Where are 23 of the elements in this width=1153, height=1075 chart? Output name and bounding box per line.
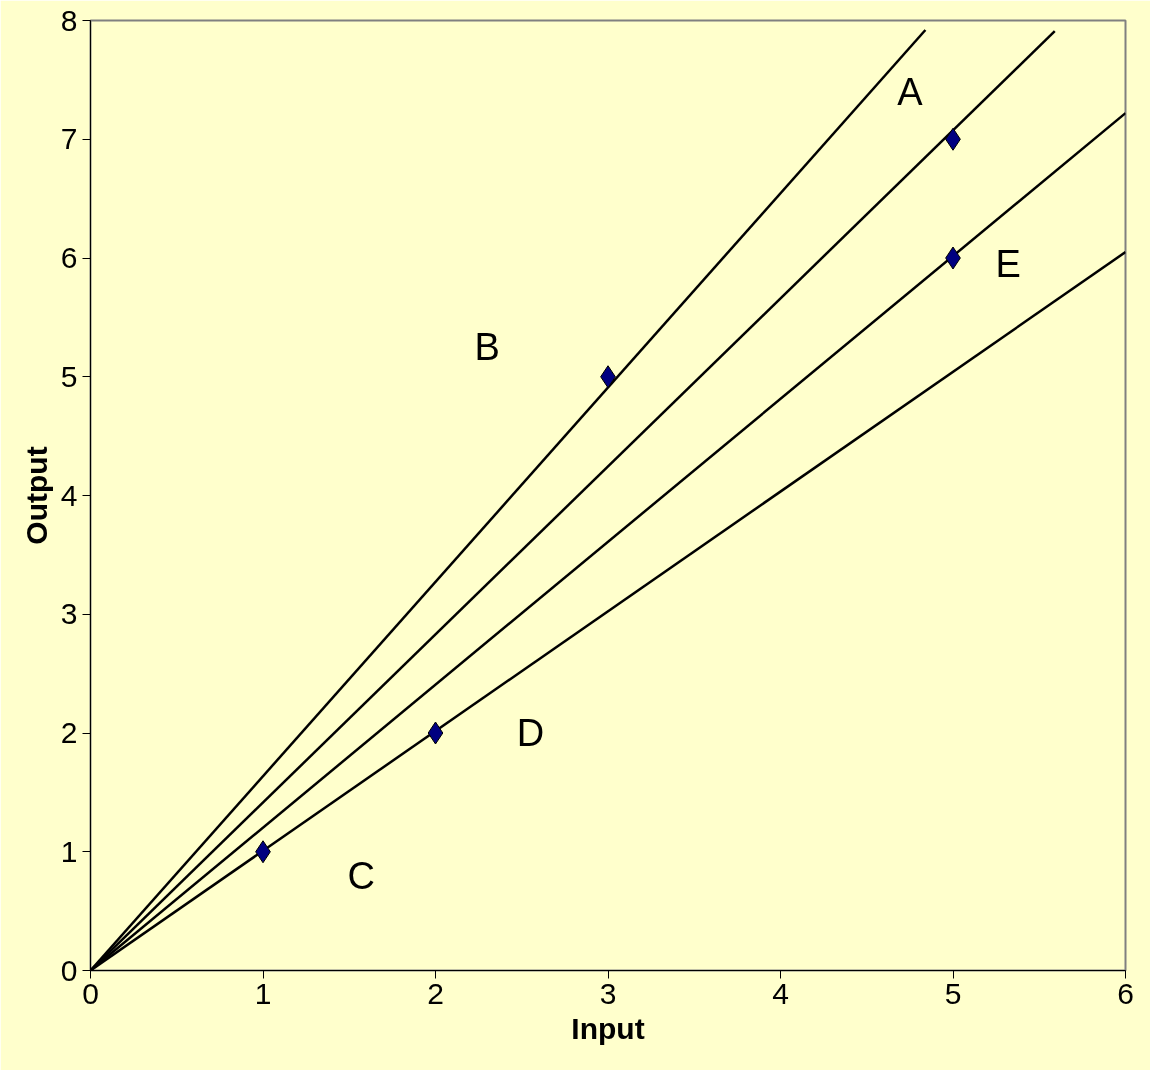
x-axis-title: Input xyxy=(571,1011,645,1045)
x-tick-label: 5 xyxy=(944,976,962,1010)
x-tick-label: 0 xyxy=(82,976,99,1010)
y-tick-label: 5 xyxy=(60,359,78,393)
annotation: B xyxy=(474,326,500,369)
annotation: D xyxy=(516,712,545,754)
annotation: E xyxy=(995,242,1021,285)
annotation: C xyxy=(347,854,376,897)
y-tick-label: 8 xyxy=(60,3,78,37)
x-tick-label: 6 xyxy=(1117,976,1134,1010)
y-tick-label: 4 xyxy=(60,478,78,512)
x-tick-label: 3 xyxy=(599,976,617,1010)
y-tick-label: 1 xyxy=(60,834,78,868)
y-axis-title: Output xyxy=(19,446,53,545)
x-tick-label: 4 xyxy=(772,976,789,1010)
y-tick-label: 0 xyxy=(60,953,78,987)
annotation: A xyxy=(897,70,924,113)
x-tick-label: 1 xyxy=(254,976,272,1010)
y-tick-label: 7 xyxy=(60,122,78,156)
y-tick-label: 3 xyxy=(60,597,78,631)
x-tick-label: 2 xyxy=(427,976,444,1010)
y-tick-label: 6 xyxy=(60,241,78,274)
y-tick-label: 2 xyxy=(60,716,78,749)
